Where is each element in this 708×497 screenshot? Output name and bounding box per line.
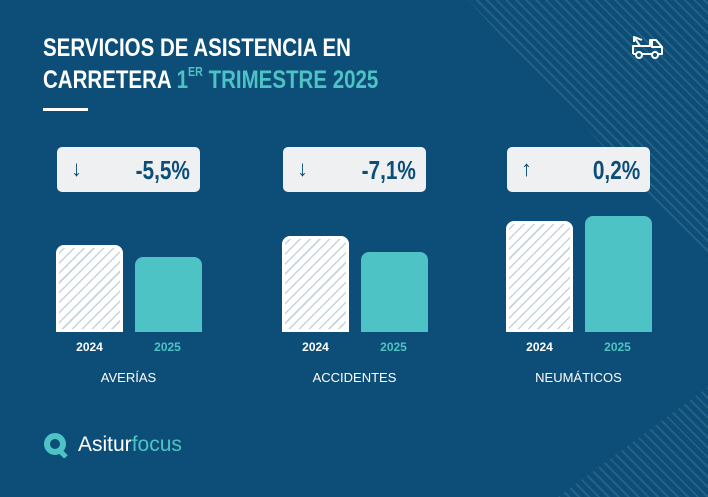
arrow-up-icon: ↑ [521, 156, 532, 181]
arrow-down-icon: ↓ [297, 156, 308, 181]
year-label: 2025 [154, 340, 181, 354]
year-label: 2024 [526, 340, 553, 354]
logo-text: Asiturfocus [78, 433, 182, 456]
bar-2025 [361, 251, 428, 332]
bar-2024 [282, 236, 349, 332]
bar-2025 [135, 257, 202, 332]
change-card: ↓ -5,5% [57, 147, 200, 192]
year-label: 2024 [302, 340, 329, 354]
category-label: AVERÍAS [100, 370, 157, 385]
logo-q-icon [44, 433, 68, 458]
tow-truck-icon [632, 36, 663, 59]
change-value: -5,5% [135, 155, 190, 185]
title-accent: 1ER TRIMESTRE 2025 [176, 64, 379, 94]
change-card: ↓ -7,1% [283, 147, 426, 192]
title-line-2: CARRETERA 1ER TRIMESTRE 2025 [43, 64, 379, 95]
year-label: 2025 [604, 340, 631, 354]
arrow-down-icon: ↓ [71, 156, 82, 181]
bar-2025 [585, 216, 652, 332]
title-white: CARRETERA [43, 66, 171, 94]
decorative-stripes-bottom [558, 387, 708, 497]
year-label: 2024 [76, 340, 103, 354]
year-label: 2025 [380, 340, 407, 354]
change-value: 0,2% [592, 155, 640, 185]
bar-2024 [56, 245, 123, 332]
category-label: ACCIDENTES [312, 370, 397, 385]
title-underline [43, 108, 88, 111]
asiturfocus-logo: Asiturfocus [43, 432, 182, 458]
change-card: ↑ 0,2% [507, 147, 650, 192]
change-value: -7,1% [361, 155, 416, 185]
bar-2024 [506, 220, 573, 332]
category-label: NEUMÁTICOS [535, 370, 622, 385]
title-line-1: SERVICIOS DE ASISTENCIA EN [43, 34, 351, 62]
